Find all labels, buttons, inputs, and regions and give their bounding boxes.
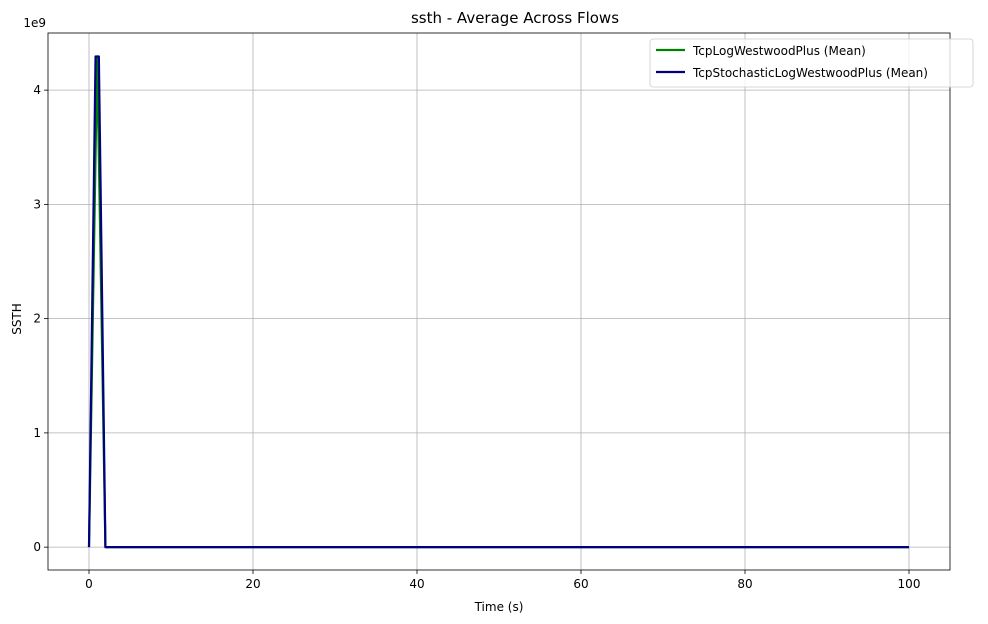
x-tick-label: 40 [409,577,424,591]
y-tick-label: 2 [33,312,41,326]
x-tick-label: 60 [573,577,588,591]
series-lines [87,55,909,549]
x-axis-label: Time (s) [474,600,524,614]
x-tick-label: 20 [245,577,260,591]
plot-area-frame [47,32,951,571]
y-axis-label: SSTH [10,303,24,335]
legend: TcpLogWestwoodPlus (Mean) TcpStochasticL… [649,38,974,88]
legend-label-series-0: TcpLogWestwoodPlus (Mean) [692,44,866,58]
legend-box [649,38,974,88]
y-tick-label: 4 [33,83,41,97]
y-tick-label: 0 [33,540,41,554]
x-tick-label: 100 [898,577,921,591]
x-tick-label: 80 [737,577,752,591]
y-axis-offset-label: 1e9 [23,16,46,30]
axis-ticks: 0 20 40 60 80 100 0 1 2 3 4 [33,83,920,591]
chart-title: ssth - Average Across Flows [411,9,619,27]
legend-label-series-1: TcpStochasticLogWestwoodPlus (Mean) [692,66,928,80]
y-tick-label: 1 [33,426,41,440]
x-tick-label: 0 [85,577,93,591]
series-line-1 [87,55,909,549]
y-tick-label: 3 [33,197,41,211]
